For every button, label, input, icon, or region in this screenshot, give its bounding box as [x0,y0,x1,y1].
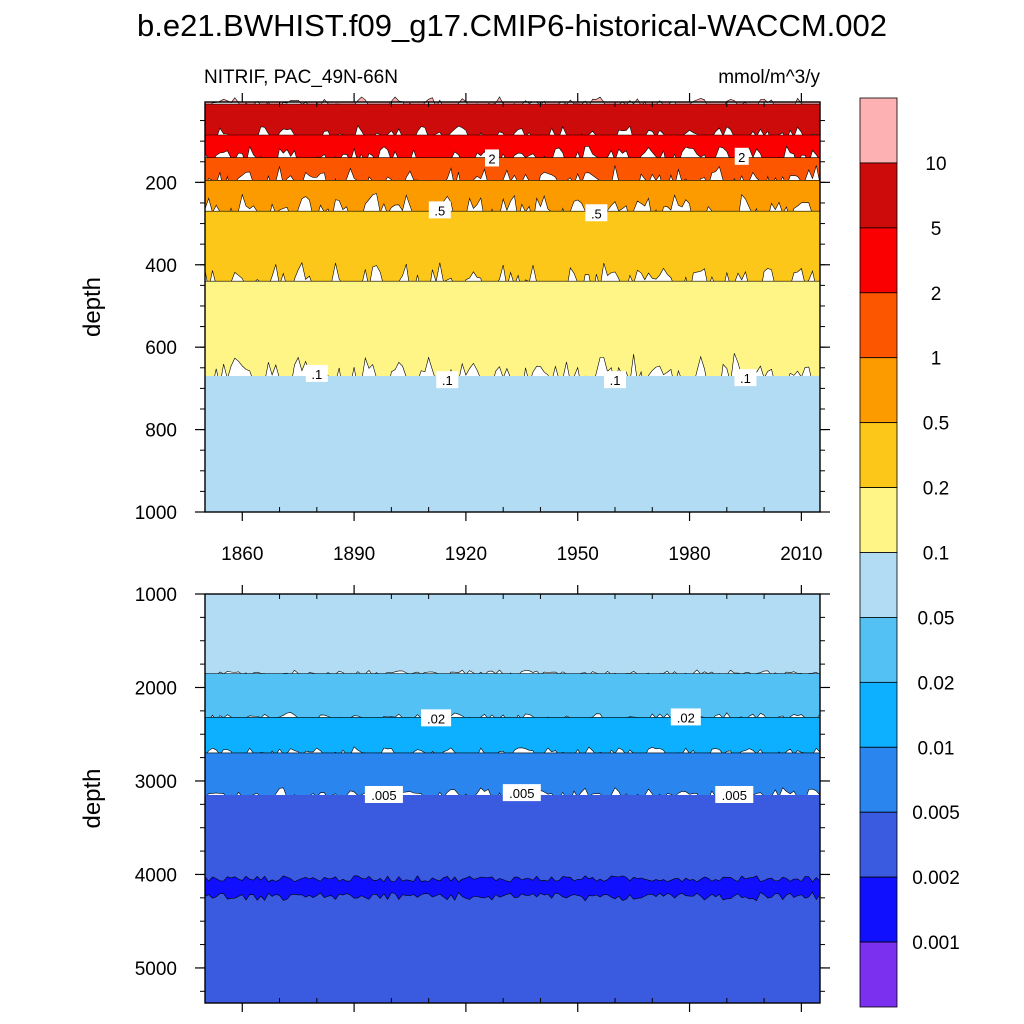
contour-label: .1 [734,369,757,387]
y-tick-label: 2000 [135,678,177,699]
contour-label-text: .1 [311,367,322,382]
y-tick-label: 5000 [135,959,177,980]
colorbar-swatch [859,681,898,748]
colorbar-swatch [859,941,898,1008]
colorbar-label: 0.02 [918,673,955,694]
contour-label: .005 [364,785,403,803]
contour-label-text: .005 [509,786,534,801]
units-subtitle: mmol/m^3/y [718,67,820,88]
contour-label-bg [585,204,608,222]
contour-label-text: .005 [722,788,747,803]
contour-label-text: .1 [442,373,453,388]
contour-label-bg [485,149,499,167]
colorbar-swatch [859,552,898,618]
contour-label-bg [604,371,626,389]
contour-label: .02 [421,709,452,727]
colorbar-swatch [859,227,898,294]
x-tick-label: 1890 [333,544,375,565]
contour-band [205,795,820,1003]
colorbar-swatch [859,97,898,164]
y-tick-label: 600 [145,338,177,359]
contour-label-text: .5 [434,203,445,218]
colorbar-label: 1 [931,349,942,370]
contour-label-bg [421,709,452,727]
contour-label: .005 [715,785,754,803]
x-tick-label: 2010 [780,544,822,565]
y-tick-label: 1000 [135,503,177,524]
contour-label-text: .1 [610,373,621,388]
upper-depth-panel: 1860 1890 1920 1950 1980 2010 200 400 600 800 1000… [79,93,830,565]
contour-label-bg [734,147,749,165]
contour-label: .5 [585,204,608,222]
contour-label-bg [305,364,328,382]
colorbar-swatch [859,617,898,683]
contour-label-text: 2 [738,150,745,165]
contour-label-bg [428,201,451,219]
contour-label: 2 [734,147,749,165]
contour-label: .5 [428,201,451,219]
colorbar-label: 5 [931,219,942,240]
colorbar-label: 0.05 [918,608,955,629]
colorbar-swatch [859,357,898,424]
contour-label-text: 2 [488,151,495,166]
x-tick-label: 1980 [668,544,710,565]
y-tick-label: 400 [145,256,177,277]
y-tick-label: 800 [145,421,177,442]
colorbar-label: 0.005 [912,803,960,824]
chart-title: b.e21.BWHIST.f09_g17.CMIP6-historical-WA… [137,8,887,43]
lower-depth-panel: 1000 2000 3000 4000 5000 depth .02 .02 .005 .005.… [79,585,830,1012]
contour-label-text: .005 [371,788,396,803]
contour-label-bg [715,785,754,803]
contour-label: .005 [502,784,541,802]
contour-label-bg [734,369,757,387]
colorbar-swatch [859,876,898,943]
contour-label: .02 [670,708,701,726]
contour-label-bg [670,708,701,726]
contour-band [204,673,821,723]
colorbar-label: 0.001 [912,933,960,954]
colorbar-label: 0.1 [923,544,949,565]
colorbar-swatch [859,746,898,813]
colorbar-label: 2 [931,284,942,305]
contour-label-text: .5 [591,206,602,221]
y-tick-label: 1000 [135,585,177,606]
contour-label: .1 [436,371,459,389]
contour-label-text: .1 [740,371,751,386]
variable-region-subtitle: NITRIF, PAC_49N-66N [204,67,398,88]
plot-frame [204,593,821,1004]
colorbar-swatch [859,811,898,878]
contour-band [205,376,820,512]
colorbar-label: 0.2 [923,479,949,500]
y-tick-label: 4000 [135,865,177,886]
colorbar-legend: 0.001 0.002 0.005 0.01 0.02 0.05 0.1 0.2 0.5 1 2 5 1… [859,97,960,1008]
x-tick-label: 1920 [445,544,487,565]
colorbar-swatch [859,487,898,553]
colorbar-label: 0.5 [923,414,949,435]
contour-band [204,593,821,678]
colorbar-label: 10 [925,154,946,175]
contour-label-bg [364,785,403,803]
plot-frame [204,101,821,513]
contour-band [204,717,821,760]
x-tick-label: 1950 [557,544,599,565]
contour-label-bg [502,784,541,802]
y-tick-label: 200 [145,173,177,194]
contour-label: 2 [485,149,499,167]
y-axis-label: depth [79,768,106,828]
contour-label: .1 [604,371,626,389]
colorbar-swatch [859,292,898,359]
x-tick-label: 1860 [221,544,263,565]
colorbar-label: 0.002 [912,868,960,889]
contour-label-text: .02 [677,710,695,725]
colorbar-swatch [859,422,898,488]
y-tick-label: 3000 [135,772,177,793]
colorbar-swatch [859,162,898,229]
y-axis-label: depth [79,277,106,337]
colorbar-label: 0.01 [918,738,955,759]
contour-label: .1 [305,364,328,382]
contour-label-text: .02 [427,711,445,726]
contour-label-bg [436,371,459,389]
